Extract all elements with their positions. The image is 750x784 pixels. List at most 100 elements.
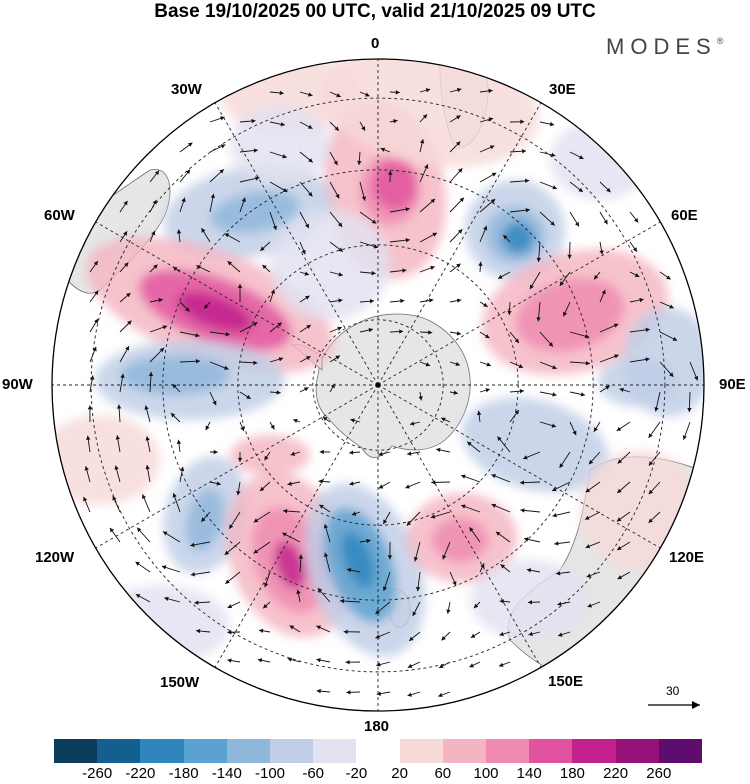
wind-arrow (377, 691, 390, 695)
colorbar-tick-label: -260 (82, 766, 112, 782)
wind-arrow (137, 528, 150, 542)
colorbar-tick-label: 100 (473, 766, 498, 782)
wind-arrow (630, 242, 637, 252)
wind-arrow (228, 602, 240, 608)
wind-arrow (499, 662, 510, 667)
wind-arrow (450, 168, 462, 182)
anomaly-area (230, 105, 330, 185)
wind-arrow (469, 662, 480, 667)
colorbar-tick-label: -140 (212, 766, 242, 782)
colorbar-swatch (97, 739, 140, 763)
wind-arrow (180, 143, 192, 152)
colorbar-swatch (400, 739, 443, 763)
wind-arrow (210, 144, 225, 152)
wind-arrow (177, 440, 181, 452)
wind-arrow (259, 629, 270, 633)
colorbar-tick-label: 220 (603, 766, 628, 782)
colorbar-swatch (313, 739, 356, 763)
colorbar-swatch (270, 739, 313, 763)
colorbar-swatch (616, 739, 659, 763)
wind-arrow (594, 422, 600, 432)
vector-scale-value: 30 (666, 684, 679, 698)
wind-arrow (630, 212, 638, 223)
anomaly-area (270, 210, 390, 320)
colorbar-swatch (227, 739, 270, 763)
lon-label-90w: 90W (2, 377, 33, 393)
anomaly-area (550, 120, 650, 200)
colorbar-swatch (486, 739, 529, 763)
wind-arrow (318, 479, 330, 483)
wind-arrow (446, 602, 450, 614)
wind-arrow (258, 658, 270, 662)
wind-arrow (320, 450, 330, 454)
colorbar-tick-label: 60 (434, 766, 451, 782)
wind-arrow (227, 658, 240, 662)
wind-arrow (316, 658, 330, 662)
wind-arrow (162, 565, 180, 572)
colorbar-swatch (54, 739, 97, 763)
wind-arrow (441, 632, 450, 640)
anomaly-area (40, 415, 160, 505)
colorbar-swatch (356, 739, 399, 763)
colorbar-swatch (659, 739, 702, 763)
wind-arrow (450, 298, 461, 302)
wind-arrow (520, 508, 540, 512)
wind-arrow (110, 528, 120, 542)
colorbar-swatch (529, 739, 572, 763)
wind-arrow (450, 331, 461, 335)
lon-label-60e: 60E (671, 208, 698, 224)
colorbar-swatch (443, 739, 486, 763)
wind-arrow (349, 450, 360, 454)
wind-arrow (617, 422, 630, 431)
wind-arrow (552, 512, 570, 517)
wind-arrow (480, 362, 491, 366)
colorbar-tick-label: -100 (255, 766, 285, 782)
wind-arrow (210, 450, 218, 454)
wind-arrow (330, 327, 342, 332)
lon-label-30e: 30E (549, 82, 576, 98)
wind-arrow (480, 388, 490, 392)
south-pole-dot (376, 383, 381, 388)
anomaly-area (90, 585, 230, 665)
colorbar-tick-label: -180 (169, 766, 199, 782)
anomaly-area (373, 160, 417, 210)
wind-arrow (142, 494, 150, 512)
lon-label-30w: 30W (171, 82, 202, 98)
wind-arrow (540, 122, 554, 126)
wind-arrow (408, 692, 420, 697)
reference-arrow-icon (648, 701, 700, 709)
antarctica-landmass (316, 314, 470, 458)
wind-arrow (480, 173, 496, 182)
wind-arrow (346, 690, 360, 694)
colorbar-tick-label: -20 (346, 766, 368, 782)
colorbar-swatch (184, 739, 227, 763)
wind-arrow (450, 198, 464, 212)
lon-label-120w: 120W (35, 550, 74, 566)
colorbar-tick-label: 140 (517, 766, 542, 782)
wind-arrow (210, 116, 225, 122)
wind-arrow (461, 475, 480, 482)
wind-arrow (300, 387, 309, 392)
wind-arrow (540, 392, 557, 397)
wind-arrow (436, 448, 450, 452)
wind-arrow (206, 422, 210, 430)
wind-arrow (438, 692, 450, 697)
lon-label-0: 0 (371, 36, 379, 52)
wind-arrow (293, 419, 300, 423)
colorbar-tick-label: 260 (646, 766, 671, 782)
anomaly-area (598, 357, 678, 407)
wind-arrow (390, 299, 404, 303)
wind-arrow (379, 482, 390, 488)
wind-arrow (570, 212, 579, 226)
wind-arrow (405, 482, 420, 489)
wind-arrow (408, 662, 420, 668)
wind-arrow (270, 422, 274, 429)
wind-arrow (510, 389, 524, 393)
wind-arrow (471, 632, 480, 638)
colorbar-swatch (140, 739, 183, 763)
wind-arrow (431, 480, 450, 484)
lon-label-180: 180 (364, 719, 389, 735)
lon-label-90e: 90E (719, 377, 746, 393)
